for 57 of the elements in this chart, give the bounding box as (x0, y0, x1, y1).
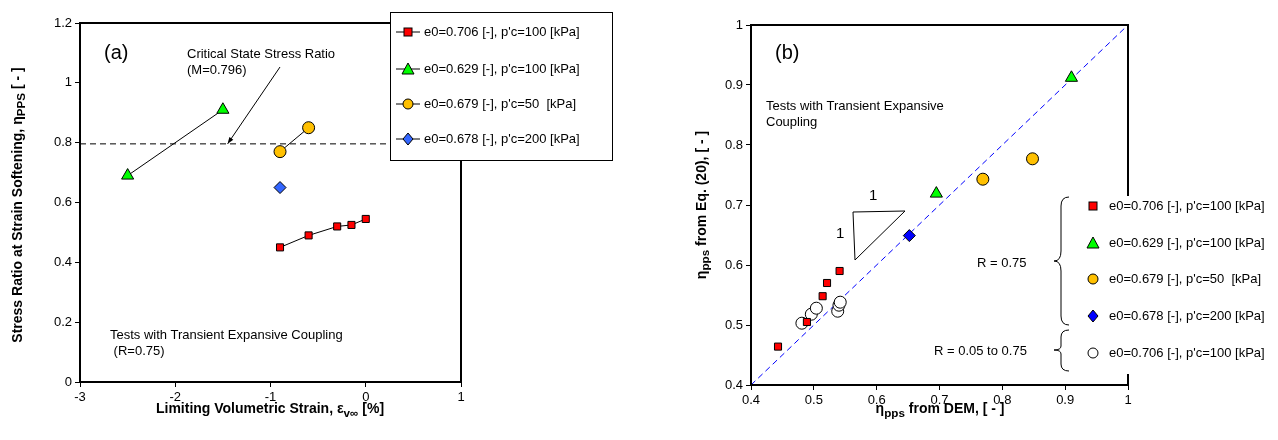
annotation: R = 0.75 (977, 255, 1027, 272)
legend-label: e0=0.679 [-], p'c=50 [kPa] (1109, 270, 1262, 286)
y-tick-label: 0.7 (724, 196, 743, 212)
y-tick-label: 0.6 (53, 194, 72, 210)
point (361, 214, 370, 223)
y-tick-label: 0.4 (53, 253, 72, 269)
point (347, 220, 356, 229)
y-tick-label: 0.8 (724, 136, 743, 152)
point (302, 121, 316, 135)
point (1064, 70, 1079, 82)
x-tick-label: 0.9 (1056, 392, 1075, 408)
point (275, 243, 285, 252)
point (802, 317, 811, 327)
annotation: (b) (775, 40, 800, 65)
x-tick-label: 0.4 (741, 392, 761, 408)
y-tick-label: 0.2 (53, 313, 72, 329)
point (818, 292, 827, 301)
annotation: 1 (869, 186, 878, 205)
point (273, 181, 287, 195)
point (809, 301, 823, 315)
point (929, 186, 943, 198)
y-tick-label: 1 (735, 16, 743, 32)
annotation: Tests with Transient Expansive Coupling (R=0.75) (110, 327, 343, 360)
annotation: Critical State Stress Ratio (M=0.796) (187, 46, 336, 79)
annotation: (a) (104, 40, 129, 65)
legend-label: e0=0.706 [-], p'c=100 [kPa] (1109, 197, 1265, 213)
annotation: 1 (836, 224, 845, 243)
point (273, 145, 287, 159)
point (976, 172, 990, 186)
point (822, 278, 832, 288)
legend-label: e0=0.629 [-], p'c=100 [kPa] (1109, 234, 1265, 250)
x-tick-label: 0.5 (804, 392, 823, 408)
x-tick-label: 1 (1124, 392, 1132, 408)
point (902, 229, 916, 243)
legend-label: e0=0.678 [-], p'c=200 [kPa] (1109, 307, 1265, 323)
x-tick-label: -3 (74, 389, 86, 405)
legend-label: e0=0.678 [-], p'c=200 [kPa] (424, 130, 580, 146)
y-tick-label: 0.6 (724, 256, 743, 272)
x-tick-label: 1 (457, 389, 465, 405)
y-tick-label: 0.9 (724, 76, 743, 92)
point (835, 266, 844, 276)
point (304, 231, 313, 240)
point (1025, 152, 1039, 166)
y-tick-label: 0 (64, 373, 72, 389)
annotation: R = 0.05 to 0.75 (934, 343, 1027, 360)
annotation: Tests with Transient Expansive Coupling (766, 98, 944, 131)
legend-label: e0=0.706 [-], p'c=100 [kPa] (1109, 344, 1265, 360)
point (333, 222, 342, 231)
legend-label: e0=0.679 [-], p'c=50 [kPa] (424, 95, 577, 111)
point (773, 342, 783, 351)
y-tick-label: 1 (64, 74, 72, 90)
legend-label: e0=0.629 [-], p'c=100 [kPa] (424, 60, 580, 76)
y-tick-label: 0.8 (53, 134, 72, 150)
legend-label: e0=0.706 [-], p'c=100 [kPa] (424, 23, 580, 39)
y-tick-label: 1.2 (53, 14, 72, 30)
y-tick-label: 0.4 (724, 376, 743, 392)
y-tick-label: 0.5 (724, 316, 743, 332)
